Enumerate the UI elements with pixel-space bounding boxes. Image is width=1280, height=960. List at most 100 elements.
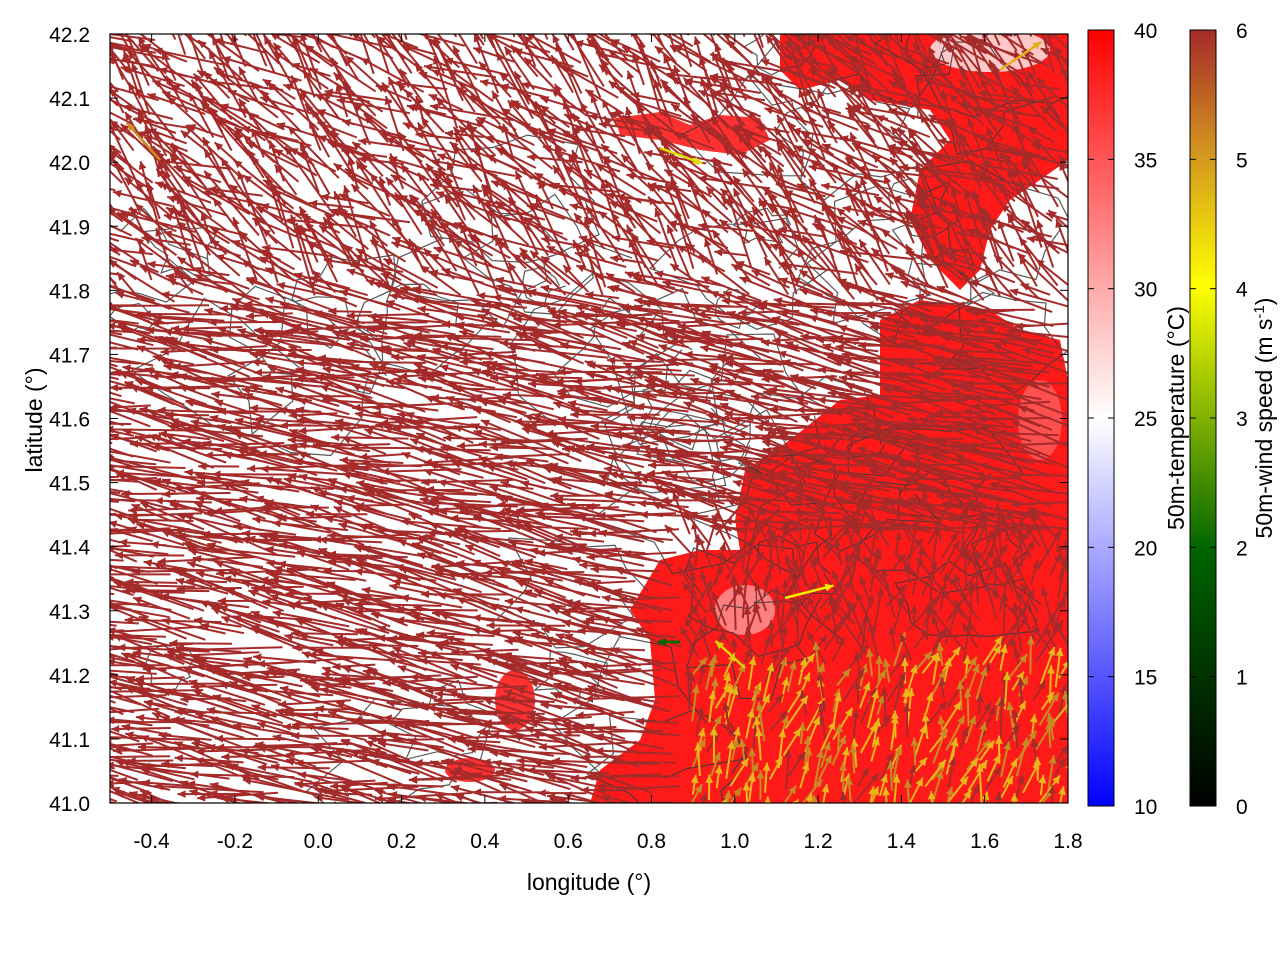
wind-arrow-head (955, 4, 964, 12)
wind-arrow-head (289, 442, 298, 451)
wind-arrow-head (398, 539, 408, 547)
wind-arrow-head (93, 250, 102, 257)
wind-arrow-shaft (943, 34, 966, 80)
wind-arrow-head (70, 207, 79, 214)
wind-arrow-head (351, 383, 361, 391)
wind-arrow-head (553, 401, 563, 409)
wind-arrow-head (386, 137, 396, 145)
wind-arrow-head (276, 122, 286, 130)
wind-arrow-shaft (336, 98, 410, 115)
wind-arrow-head (980, 510, 989, 520)
wind-arrow-head (621, 207, 631, 216)
wind-arrow-head (253, 368, 263, 377)
wind-arrow-shaft (110, 45, 170, 61)
wind-arrow-head (287, 436, 296, 445)
wind-arrow-head (583, 217, 591, 226)
wind-arrow-head (431, 564, 441, 572)
wind-arrow-head (46, 495, 54, 503)
wind-arrow-shaft (575, 445, 672, 466)
wind-arrow-shaft (252, 517, 331, 534)
wind-arrow-head (900, 46, 910, 55)
wind-arrow-shaft (670, 176, 690, 229)
wind-arrow-shaft (982, 158, 1035, 210)
wind-arrow-shaft (110, 162, 153, 192)
wind-arrow-shaft (724, 34, 754, 55)
wind-arrow-head (1012, 470, 1021, 479)
wind-arrow-head (629, 20, 638, 28)
wind-arrow-head (466, 120, 474, 130)
wind-arrow-shaft (562, 65, 619, 99)
wind-arrow-head (954, 420, 963, 428)
wind-vectors (46, 0, 1068, 803)
wind-arrow-shaft (610, 285, 712, 320)
wind-arrow-shaft (110, 467, 158, 491)
wind-arrow-head (408, 513, 418, 521)
wind-arrow-shaft (1000, 203, 1061, 255)
wind-arrow-shaft (136, 523, 222, 544)
wind-arrow-shaft (536, 570, 627, 580)
wind-arrow-head (399, 195, 409, 203)
wind-arrow-head (72, 64, 81, 71)
wind-arrow-head (616, 320, 626, 329)
wind-arrow-head (940, 506, 948, 516)
wind-arrow-head (921, 223, 929, 232)
wind-arrow-head (909, 497, 918, 505)
wind-arrow-shaft (996, 182, 1053, 222)
wind-arrow-head (241, 6, 248, 15)
wind-arrow-head (124, 382, 134, 390)
wind-arrow-shaft (420, 116, 456, 165)
wind-arrow-head (440, 343, 449, 351)
wind-arrow-head (523, 92, 532, 102)
wind-arrow-head (150, 372, 159, 381)
wind-arrow-shaft (72, 64, 105, 79)
wind-arrow-shaft (478, 456, 546, 485)
wind-arrow-head (267, 534, 277, 543)
wind-arrow-head (160, 182, 170, 191)
wind-arrow-head (244, 393, 254, 401)
wind-arrow-shaft (842, 239, 906, 273)
wind-arrow-head (719, 219, 729, 228)
wind-arrow-shaft (378, 322, 483, 361)
wind-arrow-shaft (1022, 348, 1068, 364)
wind-arrow-head (740, 2, 748, 11)
wind-arrow-shaft (507, 0, 528, 24)
wind-arrow-shaft (653, 79, 674, 127)
wind-arrow-head (969, 106, 979, 114)
wind-arrow-head (951, 204, 960, 214)
wind-arrow-shaft (940, 395, 997, 416)
wind-arrow-head (838, 374, 848, 383)
wind-arrow-head (847, 472, 857, 480)
wind-arrow-head (170, 154, 179, 164)
wind-arrow-head (849, 7, 858, 15)
wind-arrow-head (127, 51, 137, 60)
wind-arrow-head (460, 224, 468, 234)
wind-arrow-head (771, 507, 780, 517)
wind-arrow-head (799, 269, 809, 278)
wind-arrow-head (777, 143, 785, 152)
wind-arrow-shaft (182, 246, 248, 297)
wind-arrow-shaft (1016, 252, 1068, 302)
wind-arrow-shaft (512, 34, 516, 38)
wind-arrow-head (546, 246, 556, 254)
wind-arrow-head (339, 456, 348, 465)
wind-arrow-head (681, 302, 690, 311)
wind-arrow-head (557, 415, 567, 424)
wind-arrow-head (515, 171, 523, 180)
wind-arrow-head (196, 471, 205, 480)
wind-arrow-head (238, 98, 247, 108)
wind-arrow-head (845, 154, 855, 163)
wind-arrow-head (233, 523, 242, 531)
wind-arrow-head (964, 408, 974, 417)
wind-arrow-head (114, 512, 124, 521)
wind-arrow-head (419, 496, 429, 505)
wind-arrow-shaft (110, 169, 123, 184)
wind-arrow-shaft (661, 84, 728, 142)
wind-arrow-head (807, 521, 815, 531)
wind-arrow-head (980, 78, 989, 88)
wind-arrow-shaft (694, 319, 800, 353)
wind-arrow-shaft (898, 461, 989, 490)
wind-arrow-shaft (962, 238, 1018, 302)
wind-arrow-head (717, 489, 727, 497)
wind-arrow-shaft (457, 28, 499, 32)
wind-arrow-head (720, 83, 728, 93)
